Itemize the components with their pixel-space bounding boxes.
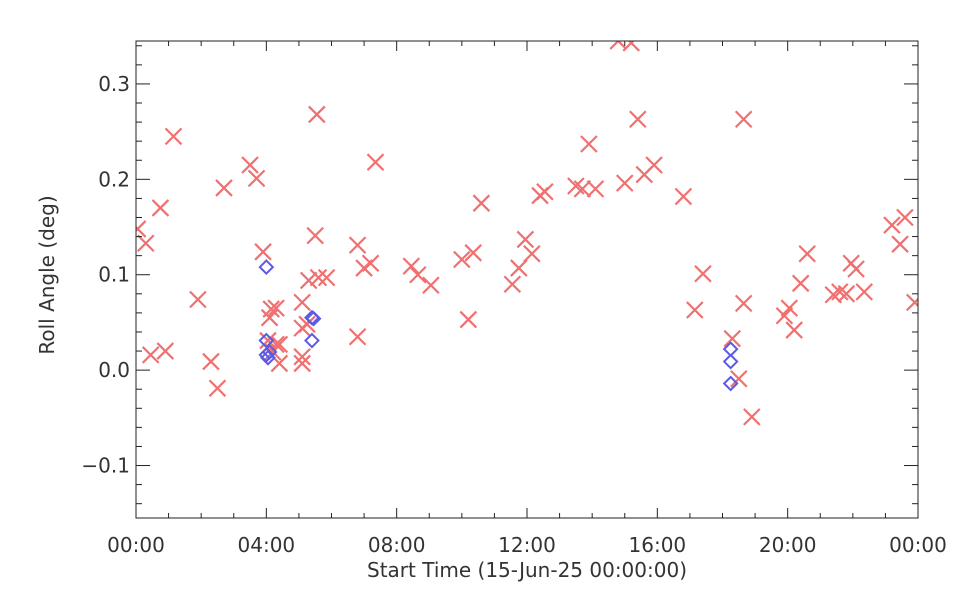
- x-marker-point: [586, 180, 605, 198]
- x-tick-label: 04:00: [238, 533, 296, 557]
- x-marker-point: [891, 235, 909, 253]
- x-marker-point: [609, 41, 628, 50]
- x-marker-point: [366, 153, 385, 171]
- axis-ticks: [135, 41, 919, 518]
- x-marker-point: [723, 329, 742, 348]
- diamond-marker-point: [722, 353, 739, 370]
- y-axis-label: Roll Angle (deg): [35, 195, 59, 354]
- x-marker-point: [743, 408, 761, 426]
- x-marker-point: [293, 347, 311, 366]
- x-marker-point: [361, 254, 380, 273]
- x-marker-point: [510, 259, 528, 277]
- x-marker-point: [472, 194, 491, 212]
- x-marker-point: [523, 244, 541, 263]
- x-marker-point: [317, 268, 336, 287]
- x-marker-point: [308, 105, 326, 124]
- diamond-marker-point: [305, 310, 322, 327]
- x-marker-point: [896, 208, 914, 227]
- x-marker-point: [567, 177, 585, 195]
- x-marker-point: [241, 156, 259, 174]
- x-marker-point: [202, 352, 220, 371]
- x-marker-point: [254, 243, 272, 261]
- x-marker-point: [645, 156, 663, 174]
- x-marker-point: [306, 226, 324, 245]
- x-marker-point: [156, 342, 175, 360]
- x-marker-point: [293, 354, 311, 373]
- x-marker-point: [536, 182, 554, 201]
- x-marker-point: [580, 135, 598, 153]
- diamond-marker-point: [261, 344, 278, 360]
- x-marker-point: [208, 379, 227, 398]
- x-marker-point: [298, 315, 316, 334]
- y-tick-label: 0.0: [98, 358, 130, 382]
- x-marker-point: [734, 110, 753, 129]
- x-marker-point: [622, 41, 641, 52]
- x-marker-point: [459, 310, 478, 329]
- x-marker-point: [453, 250, 471, 269]
- x-marker-point: [348, 327, 367, 346]
- x-tick-label: 20:00: [759, 533, 817, 557]
- x-marker-point: [516, 230, 535, 249]
- x-tick-label: 00:00: [889, 533, 947, 557]
- x-marker-point: [141, 346, 160, 364]
- x-marker-point: [309, 268, 328, 287]
- x-marker-point: [573, 180, 592, 198]
- x-marker-point: [694, 264, 712, 283]
- x-tick-label: 00:00: [107, 533, 165, 557]
- x-marker-point: [785, 321, 803, 339]
- x-marker-point: [464, 244, 483, 262]
- x-marker-point: [780, 299, 799, 317]
- x-marker-point: [247, 169, 266, 188]
- x-marker-point: [164, 127, 183, 146]
- x-marker-point: [629, 110, 647, 129]
- x-marker-point: [299, 271, 318, 290]
- x-marker-point: [831, 283, 849, 301]
- x-marker-point: [293, 293, 311, 312]
- diamond-marker-point: [304, 332, 320, 349]
- plot-frame: [135, 40, 919, 519]
- x-marker-point: [422, 276, 440, 295]
- x-marker-point: [791, 274, 810, 293]
- x-marker-point: [136, 234, 155, 253]
- y-tick-label: 0.3: [98, 72, 130, 96]
- x-tick-label: 16:00: [629, 533, 687, 557]
- x-marker-point: [262, 300, 280, 318]
- x-marker-point: [348, 236, 367, 254]
- x-marker-point: [798, 244, 816, 263]
- diamond-marker-point: [258, 259, 275, 276]
- tick-labels: 00:00 04:00 08:00 12:00 16:00 20:00 00:00 −0.1 0…: [81, 72, 946, 557]
- x-marker-point: [151, 199, 170, 217]
- x-tick-label: 12:00: [498, 533, 556, 557]
- x-marker-point: [775, 306, 794, 325]
- x-marker-point: [674, 187, 693, 206]
- x-marker-point: [847, 260, 865, 278]
- x-marker-point: [215, 179, 233, 197]
- y-tick-label: 0.1: [98, 263, 130, 287]
- diamond-marker-point: [722, 375, 739, 392]
- data-marks: [136, 41, 918, 426]
- x-marker-point: [503, 275, 522, 294]
- x-marker-point: [855, 283, 874, 301]
- x-marker-point: [267, 299, 285, 317]
- x-marker-point: [686, 301, 704, 319]
- x-marker-point: [730, 369, 748, 388]
- x-marker-point: [734, 294, 753, 313]
- x-axis-label: Start Time (15-Jun-25 00:00:00): [367, 558, 687, 582]
- y-tick-label: 0.2: [98, 167, 130, 191]
- x-marker-point: [409, 265, 427, 284]
- x-marker-point: [883, 216, 901, 234]
- x-marker-point: [136, 220, 147, 238]
- x-marker-point: [189, 290, 207, 309]
- x-marker-point: [615, 174, 634, 192]
- x-marker-point: [402, 257, 421, 275]
- x-marker-point: [837, 285, 856, 303]
- x-marker-point: [905, 293, 918, 312]
- x-tick-label: 08:00: [368, 533, 426, 557]
- y-tick-label: −0.1: [81, 454, 130, 478]
